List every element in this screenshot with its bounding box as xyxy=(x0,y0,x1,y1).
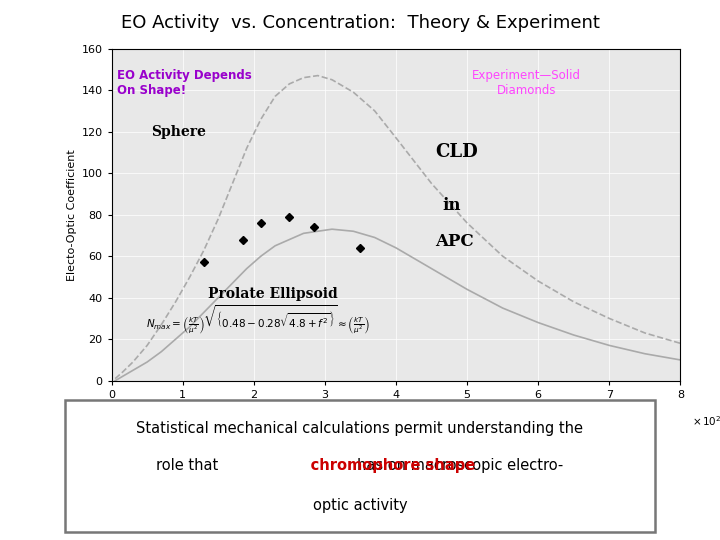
X-axis label: Number Density (molecules/cc): Number Density (molecules/cc) xyxy=(297,404,495,417)
Text: in: in xyxy=(442,198,461,214)
Text: Prolate Ellipsoid: Prolate Ellipsoid xyxy=(207,287,338,301)
Text: CLD: CLD xyxy=(435,143,478,160)
Text: chromophore shape: chromophore shape xyxy=(244,458,476,473)
FancyBboxPatch shape xyxy=(65,400,655,532)
Text: $\times\,10^{20}$: $\times\,10^{20}$ xyxy=(692,414,720,428)
Y-axis label: Electo-Optic Coefficient: Electo-Optic Coefficient xyxy=(67,149,77,280)
Text: $N_{max} = \left(\frac{kT}{\mu^2}\right)\sqrt{\left\{0.48 - 0.28\sqrt{4.8 + f^2}: $N_{max} = \left(\frac{kT}{\mu^2}\right)… xyxy=(145,303,369,335)
Text: APC: APC xyxy=(435,233,474,250)
Text: Statistical mechanical calculations permit understanding the: Statistical mechanical calculations perm… xyxy=(137,421,583,436)
Text: EO Activity Depends
On Shape!: EO Activity Depends On Shape! xyxy=(117,69,252,97)
Text: EO Activity  vs. Concentration:  Theory & Experiment: EO Activity vs. Concentration: Theory & … xyxy=(120,14,600,31)
Text: optic activity: optic activity xyxy=(312,498,408,513)
Text: Sphere: Sphere xyxy=(150,125,206,139)
Text: Experiment—Solid
Diamonds: Experiment—Solid Diamonds xyxy=(472,69,581,97)
Text: role that                              has on macroscopic electro-: role that has on macroscopic electro- xyxy=(156,458,564,473)
